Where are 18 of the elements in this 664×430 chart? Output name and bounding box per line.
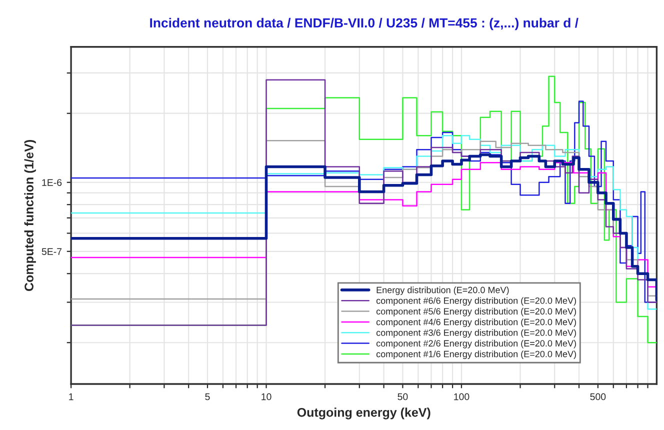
x-tick-label: 5 [205, 393, 210, 400]
x-tick-label: 500 [590, 393, 606, 400]
legend-label: component #2/6 Energy distribution (E=20.0 MeV) [376, 340, 576, 348]
legend-label: component #1/6 Energy distribution (E=20.0 MeV) [376, 350, 576, 360]
y-tick-label: 5E-7 [42, 248, 62, 256]
legend-label: Energy distribution (E=20.0 MeV) [376, 286, 509, 295]
x-tick-label: 1 [69, 393, 74, 400]
legend-label: component #6/6 Energy distribution (E=20.0 MeV) [376, 297, 576, 306]
chart-title: Incident neutron data / ENDF/B-VII.0 / U235 / MT=455 : (z,...) nubar d / [150, 18, 578, 30]
legend-label: component #5/6 Energy distribution (E=20.0 MeV) [376, 308, 576, 316]
legend-label: component #3/6 Energy distribution (E=20.0 MeV) [376, 329, 576, 338]
x-tick-label: 10 [262, 393, 272, 400]
legend-label: component #4/6 Energy distribution (E=20.0 MeV) [376, 318, 576, 327]
x-tick-label: 50 [398, 393, 408, 400]
y-axis-title: Computed function (1/eV) [24, 140, 36, 291]
y-tick-label: 1E-6 [42, 179, 62, 186]
x-axis-title: Outgoing energy (keV) [297, 408, 430, 420]
x-tick-label: 100 [454, 393, 470, 400]
